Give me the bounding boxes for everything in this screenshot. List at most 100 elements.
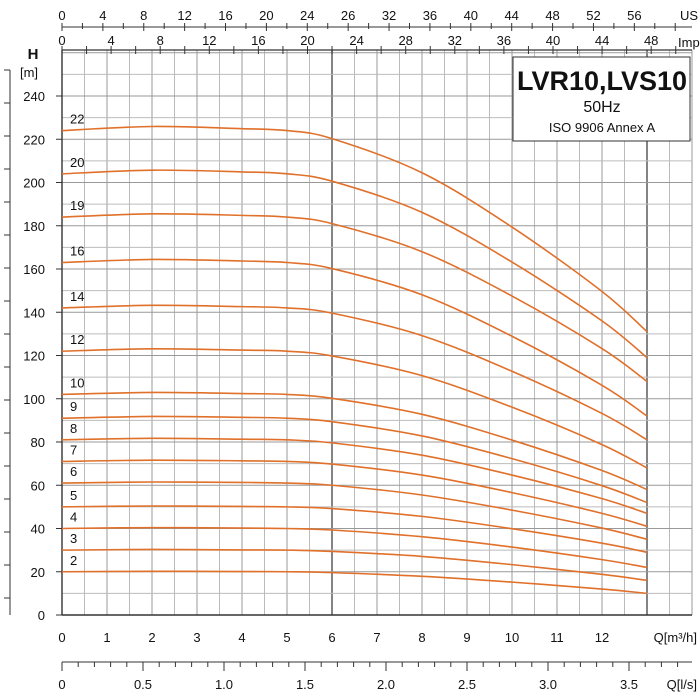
us-tick-label: 44	[504, 8, 518, 23]
imp-tick-label: 28	[398, 33, 412, 48]
curve-label: 19	[70, 198, 84, 213]
imp-tick-label: 12	[202, 33, 216, 48]
x-tick-label: 1	[103, 630, 110, 645]
y-tick-label: 140	[23, 305, 45, 320]
curve-16-stages	[61, 258, 648, 417]
x-tick-label: 0	[58, 630, 65, 645]
ls-tick-label: 2.0	[377, 677, 395, 692]
curve-14-stages	[61, 304, 648, 441]
imp-tick-label: 16	[251, 33, 265, 48]
curve-label: 5	[70, 488, 77, 503]
imp-tick-label: 0	[58, 33, 65, 48]
curve-22-stages	[61, 125, 648, 333]
us-tick-label: 32	[382, 8, 396, 23]
y-tick-label: 0	[38, 608, 45, 623]
ls-tick-label: 3.5	[620, 677, 638, 692]
x-tick-label: 6	[328, 630, 335, 645]
chart-title: LVR10,LVS10	[517, 66, 687, 96]
x-tick-label: 8	[418, 630, 425, 645]
y-axis-unit: [m]	[20, 65, 38, 80]
curves: 2 3 4 5 6 7 8 9 10 12 14 16 19 20 22	[61, 112, 648, 595]
x-axis-imp-title: Imp	[678, 35, 700, 50]
y-axis-title: H	[28, 46, 39, 63]
x-tick-label: 11	[550, 630, 564, 645]
us-tick-label: 20	[259, 8, 273, 23]
us-tick-label: 56	[627, 8, 641, 23]
imp-tick-label: 32	[448, 33, 462, 48]
curve-label: 14	[70, 289, 84, 304]
x-tick-label: 5	[283, 630, 290, 645]
curve-9-stages	[61, 415, 648, 504]
curve-12-stages	[61, 347, 648, 469]
curve-label: 20	[70, 155, 84, 170]
curve-10-stages	[61, 391, 648, 491]
us-tick-label: 36	[423, 8, 437, 23]
x-tick-label: 9	[463, 630, 470, 645]
curve-8-stages	[61, 437, 648, 515]
curve-label: 2	[70, 553, 77, 568]
ls-tick-label: 0.5	[134, 677, 152, 692]
us-tick-label: 4	[99, 8, 106, 23]
imp-tick-label: 36	[497, 33, 511, 48]
imp-tick-label: 20	[300, 33, 314, 48]
y-tick-label: 160	[23, 262, 45, 277]
y-tick-label: 220	[23, 132, 45, 147]
y-tick-label: 180	[23, 219, 45, 234]
curve-label: 8	[70, 421, 77, 436]
curve-3-stages	[61, 548, 648, 582]
curve-7-stages	[61, 459, 648, 528]
curve-19-stages	[61, 213, 648, 383]
imp-tick-label: 40	[546, 33, 560, 48]
x-axis-us-title: US	[680, 8, 698, 23]
imp-tick-label: 44	[595, 33, 609, 48]
curve-label: 3	[70, 531, 77, 546]
ls-tick-label: 3.0	[539, 677, 557, 692]
curve-label: 9	[70, 399, 77, 414]
curve-6-stages	[61, 481, 648, 541]
x-tick-label: 7	[373, 630, 380, 645]
us-tick-label: 26	[341, 8, 355, 23]
y-tick-label: 120	[23, 349, 45, 364]
imp-tick-label: 48	[644, 33, 658, 48]
x-tick-label: 4	[238, 630, 245, 645]
imp-tick-label: 8	[157, 33, 164, 48]
chart-subtitle: 50Hz	[583, 99, 620, 116]
x-tick-label: 10	[505, 630, 519, 645]
curve-2-stages	[61, 570, 648, 595]
grid	[61, 50, 693, 616]
us-tick-label: 24	[300, 8, 314, 23]
us-tick-label: 12	[177, 8, 191, 23]
us-tick-label: 8	[140, 8, 147, 23]
y-tick-label: 40	[31, 522, 45, 537]
curve-label: 4	[70, 510, 77, 525]
title-box: LVR10,LVS10 50Hz ISO 9906 Annex A	[512, 56, 691, 142]
y-tick-label: 240	[23, 89, 45, 104]
x-tick-label: 12	[595, 630, 609, 645]
curve-20-stages	[61, 169, 648, 359]
curve-5-stages	[61, 505, 648, 554]
ls-tick-label: 2.5	[458, 677, 476, 692]
curve-label: 16	[70, 244, 84, 259]
x-tick-label: 2	[148, 630, 155, 645]
curve-label: 7	[70, 442, 77, 457]
y-tick-label: 100	[23, 392, 45, 407]
curve-label: 22	[70, 112, 84, 127]
y-tick-label: 80	[31, 435, 45, 450]
curve-label: 12	[70, 332, 84, 347]
x-tick-label: 3	[193, 630, 200, 645]
curve-label: 6	[70, 464, 77, 479]
imp-tick-label: 24	[349, 33, 363, 48]
us-tick-label: 40	[464, 8, 478, 23]
curve-4-stages	[61, 526, 648, 569]
y-tick-label: 20	[31, 565, 45, 580]
x-axis-title: Q[m³/h]	[654, 630, 697, 645]
ls-tick-label: 1.0	[215, 677, 233, 692]
y-tick-label: 200	[23, 176, 45, 191]
us-tick-label: 16	[218, 8, 232, 23]
chart-note: ISO 9906 Annex A	[549, 120, 656, 135]
ls-tick-label: 1.5	[296, 677, 314, 692]
us-tick-label: 48	[545, 8, 559, 23]
us-tick-label: 52	[586, 8, 600, 23]
